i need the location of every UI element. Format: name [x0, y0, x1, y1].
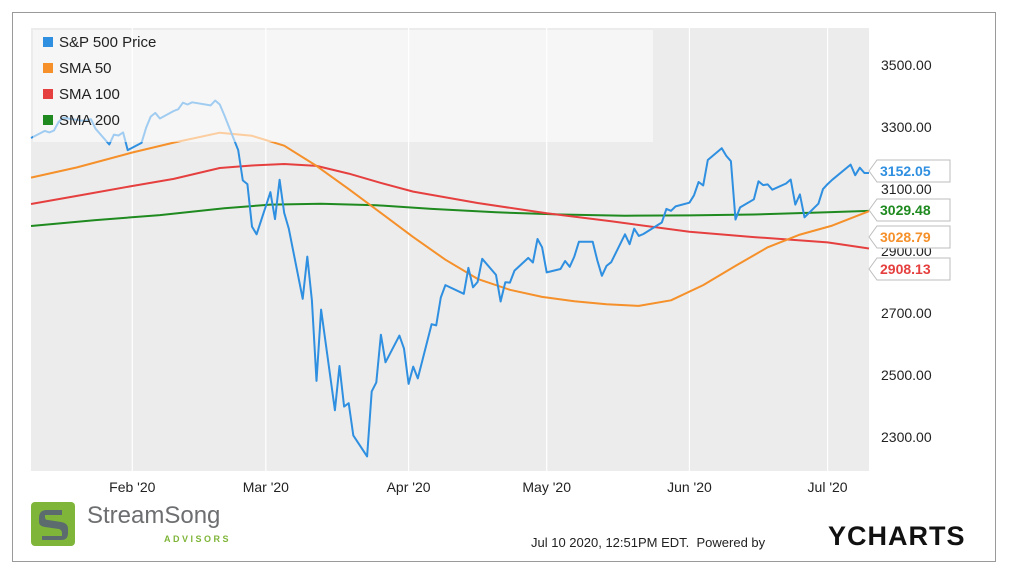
timestamp-text: Jul 10 2020, 12:51PM EDT. Powered by: [531, 535, 765, 550]
y-tick-label: 2300.00: [881, 429, 932, 445]
y-tick-label: 2500.00: [881, 367, 932, 383]
value-badge-text: 2908.13: [880, 261, 931, 277]
legend-swatch: [43, 37, 53, 47]
legend-swatch: [43, 89, 53, 99]
value-badge-text: 3029.48: [880, 202, 931, 218]
y-tick-label: 3500.00: [881, 57, 932, 73]
value-badge: 3029.48: [868, 198, 951, 222]
legend-label: S&P 500 Price: [59, 34, 156, 51]
x-axis-ticks: Feb '20 Mar '20 Apr '20 May '20 Jun '20 Jul '…: [109, 479, 848, 495]
series-line-sma-200: [30, 202, 870, 227]
x-tick-label: Jul '20: [808, 479, 848, 495]
chart-frame: S&P 500 Price SMA 50 SMA 100 SMA 200 2300.0…: [12, 12, 996, 562]
value-badge-box: [868, 159, 951, 183]
logo-wordmark: StreamSong: [87, 502, 221, 529]
x-tick-label: Jun '20: [667, 479, 712, 495]
legend-label: SMA 100: [59, 86, 120, 103]
logo-subtitle: ADVISORS: [164, 534, 232, 544]
ycharts-brand-logo: YCHARTS: [828, 521, 966, 551]
timestamp: Jul 10 2020, 12:51PM EDT.: [531, 535, 690, 550]
chart-canvas: S&P 500 Price SMA 50 SMA 100 SMA 200 2300.0…: [30, 28, 951, 495]
x-tick-label: Feb '20: [109, 479, 155, 495]
value-badge-text: 3028.79: [880, 229, 931, 245]
value-badge-box: [868, 225, 951, 249]
legend-background: [33, 30, 653, 142]
value-badge: 3028.79: [868, 225, 951, 249]
y-tick-label: 3100.00: [881, 181, 932, 197]
y-tick-label: 3300.00: [881, 119, 932, 135]
value-badge-box: [868, 257, 951, 281]
legend: S&P 500 Price SMA 50 SMA 100 SMA 200: [33, 30, 653, 142]
legend-swatch: [43, 115, 53, 125]
powered-by-text: Powered by: [696, 535, 766, 550]
last-value-badges: 3152.05 3029.48 3028.79 2908.13: [868, 159, 951, 281]
y-tick-label: 2700.00: [881, 305, 932, 321]
legend-label: SMA 200: [59, 112, 120, 129]
legend-swatch: [43, 63, 53, 73]
value-badge: 2908.13: [868, 257, 951, 281]
value-badge-text: 3152.05: [880, 163, 931, 179]
value-badge-box: [868, 198, 951, 222]
value-badge: 3152.05: [868, 159, 951, 183]
y-axis-ticks: 2300.002500.002700.002900.003100.003300.…: [881, 57, 932, 445]
x-tick-label: Mar '20: [243, 479, 289, 495]
streamsong-logo-icon: [31, 502, 75, 546]
x-tick-label: Apr '20: [387, 479, 431, 495]
legend-label: SMA 50: [59, 60, 112, 77]
x-tick-label: May '20: [522, 479, 571, 495]
series-line-sma-100: [30, 163, 870, 250]
